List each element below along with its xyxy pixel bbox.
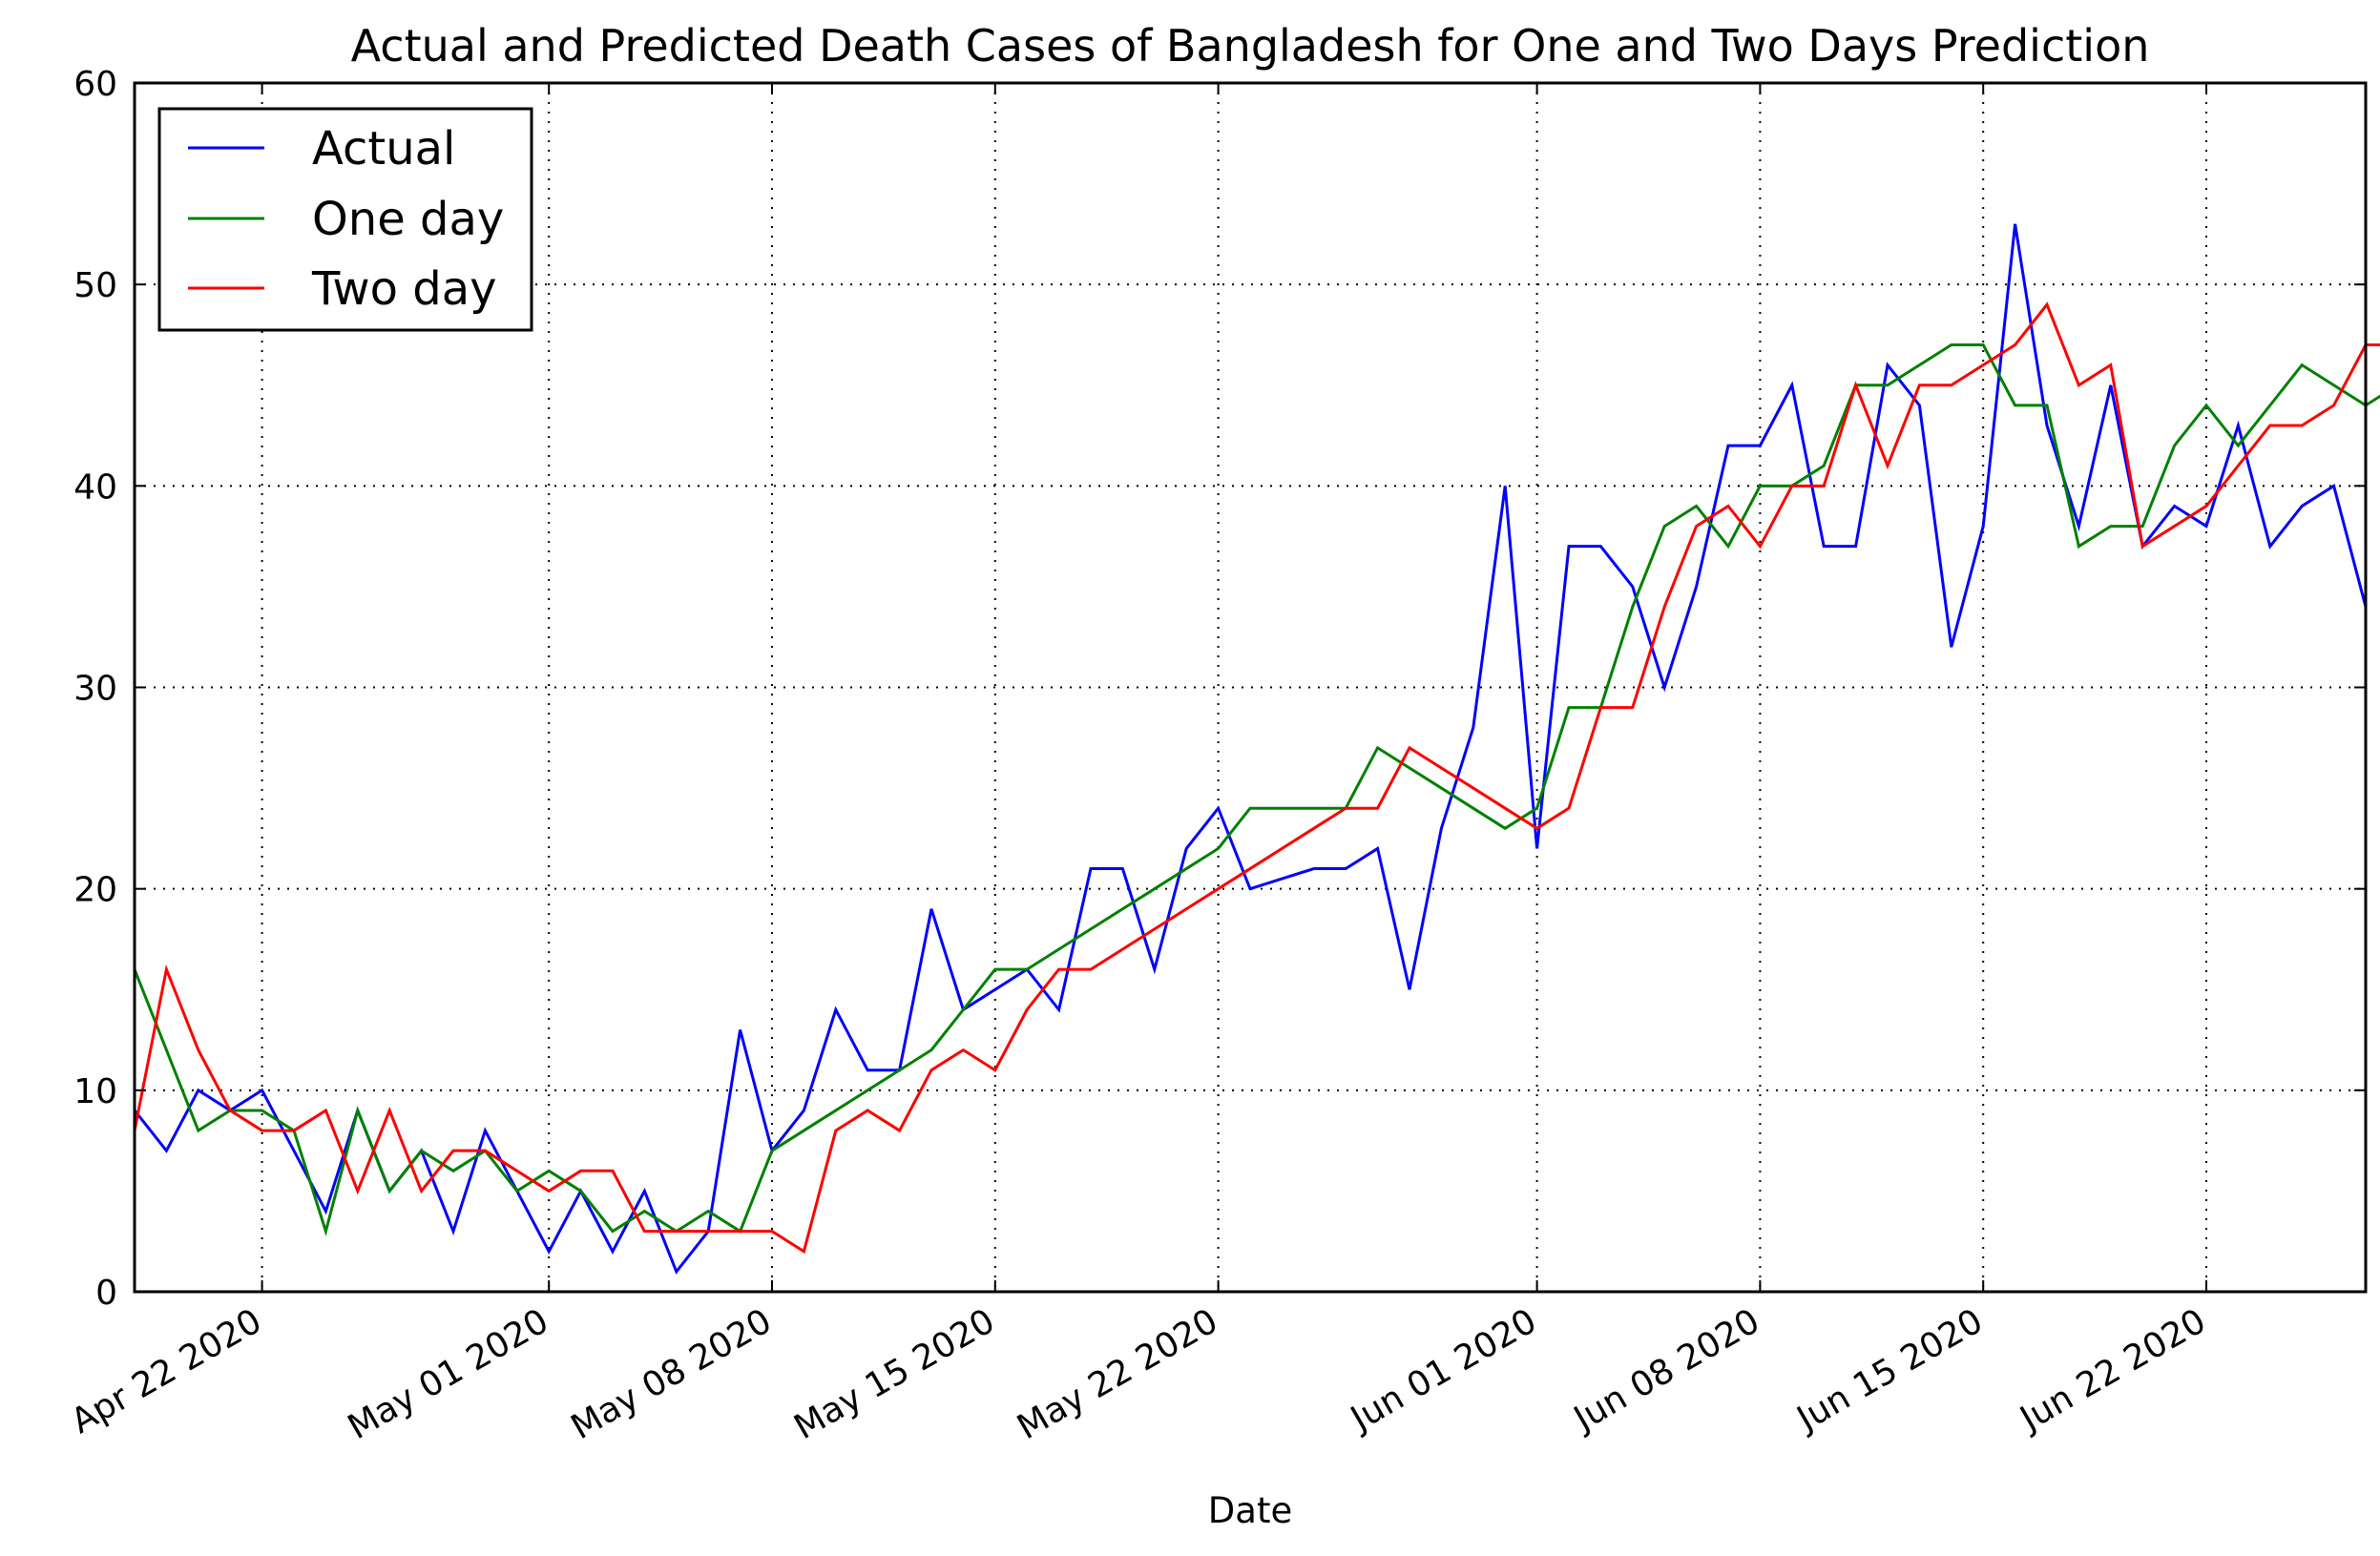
legend-label-one-day: One day [312,193,504,246]
x-tick-label: Jun 08 2020 [1566,1301,1766,1440]
legend-label-two-day: Two day [311,262,497,316]
y-tick-label: 20 [73,871,117,910]
x-tick-label: May 08 2020 [565,1301,779,1447]
legend-label-actual: Actual [312,122,455,176]
chart-title: Actual and Predicted Death Cases of Bang… [351,20,2150,72]
x-tick-label: Jun 01 2020 [1343,1301,1543,1440]
x-tick-label: Apr 22 2020 [65,1301,268,1442]
x-tick-label: May 15 2020 [788,1301,1002,1447]
series-line-one-day [133,343,2380,1237]
series-line-two-day [133,301,2380,1255]
x-tick-label: May 01 2020 [342,1301,555,1447]
legend: Actual One day Two day [157,107,533,332]
series-lines [133,223,2380,1275]
x-tick-label: Jun 22 2020 [2013,1301,2213,1440]
y-tick-labels: 0 10 20 30 40 50 60 [73,65,117,1313]
y-tick-label: 50 [73,266,117,305]
y-tick-label: 30 [73,670,117,709]
axis-ticks [135,82,2366,1293]
x-tick-labels: Apr 22 2020 May 01 2020 May 08 2020 May 15 … [65,1301,2213,1447]
y-tick-label: 40 [73,467,117,507]
y-tick-label: 0 [95,1274,117,1313]
y-tick-label: 60 [73,65,117,104]
x-tick-label: May 22 2020 [1011,1301,1224,1447]
x-tick-label: Jun 15 2020 [1789,1301,1990,1440]
x-axis-title: Date [1208,1490,1292,1531]
y-tick-label: 10 [73,1072,117,1111]
series-line-actual [133,223,2368,1275]
